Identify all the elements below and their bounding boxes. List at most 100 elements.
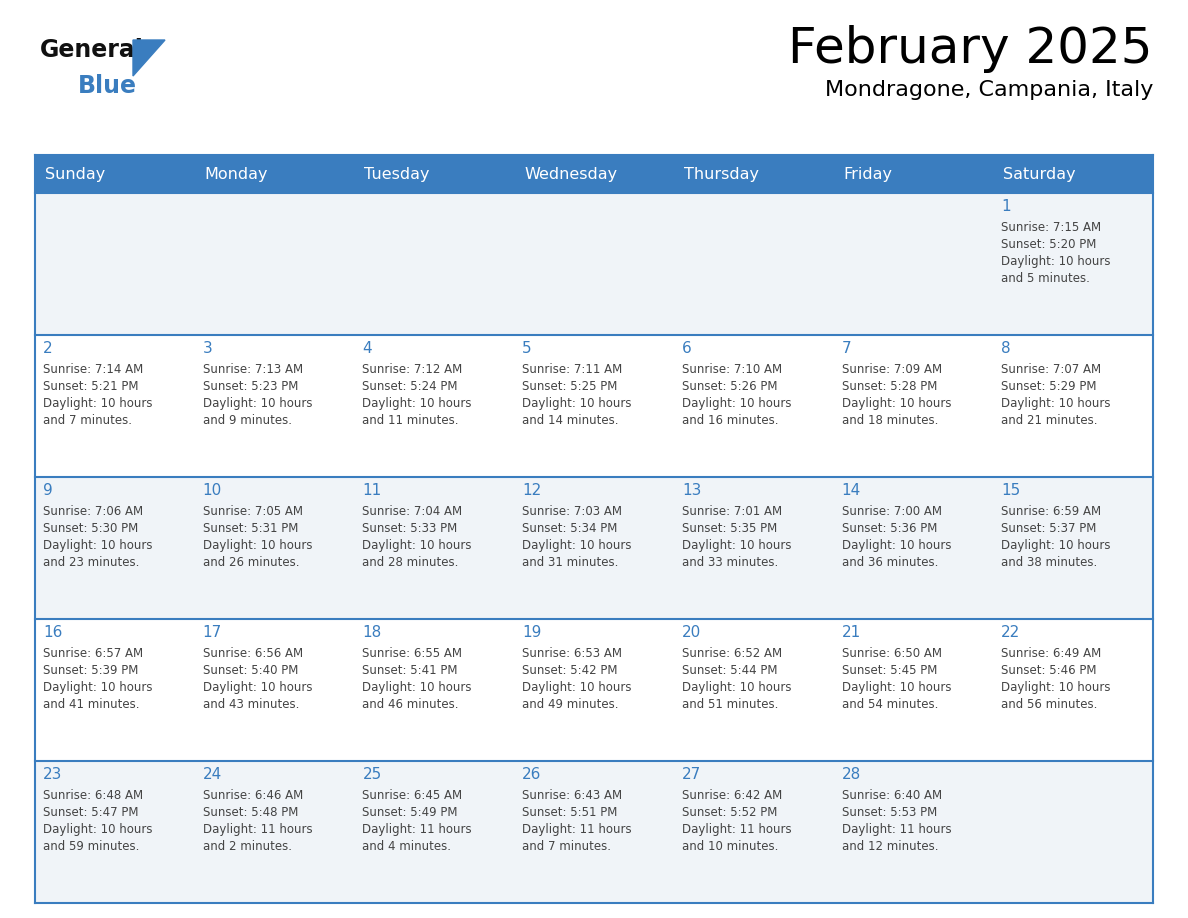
Text: Sunrise: 6:45 AM: Sunrise: 6:45 AM (362, 789, 462, 802)
Text: Daylight: 10 hours: Daylight: 10 hours (682, 397, 791, 410)
Bar (195, 335, 354, 477)
Text: and 23 minutes.: and 23 minutes. (43, 556, 139, 569)
Text: 18: 18 (362, 625, 381, 640)
Text: and 26 minutes.: and 26 minutes. (203, 556, 299, 569)
Text: Sunrise: 6:49 AM: Sunrise: 6:49 AM (1001, 647, 1101, 660)
Text: February 2025: February 2025 (789, 25, 1154, 73)
Bar (993, 619, 1154, 761)
Text: Sunrise: 7:06 AM: Sunrise: 7:06 AM (43, 505, 143, 518)
Text: Daylight: 10 hours: Daylight: 10 hours (362, 539, 472, 552)
Text: and 14 minutes.: and 14 minutes. (523, 414, 619, 427)
Text: Daylight: 10 hours: Daylight: 10 hours (1001, 539, 1111, 552)
Text: General: General (40, 38, 144, 62)
Bar (354, 477, 514, 619)
Text: 16: 16 (43, 625, 63, 640)
Text: Sunset: 5:29 PM: Sunset: 5:29 PM (1001, 380, 1097, 393)
Text: Sunrise: 7:13 AM: Sunrise: 7:13 AM (203, 363, 303, 376)
Bar (834, 477, 993, 619)
Text: Sunset: 5:41 PM: Sunset: 5:41 PM (362, 664, 457, 677)
Text: Sunset: 5:39 PM: Sunset: 5:39 PM (43, 664, 138, 677)
Text: Sunset: 5:51 PM: Sunset: 5:51 PM (523, 806, 618, 819)
Bar (674, 761, 834, 903)
Text: 24: 24 (203, 767, 222, 782)
Bar (195, 477, 354, 619)
Text: Daylight: 10 hours: Daylight: 10 hours (43, 539, 152, 552)
Text: Sunrise: 7:10 AM: Sunrise: 7:10 AM (682, 363, 782, 376)
Text: Sunset: 5:37 PM: Sunset: 5:37 PM (1001, 522, 1097, 535)
Bar (834, 619, 993, 761)
Text: 15: 15 (1001, 483, 1020, 498)
Text: Sunrise: 7:14 AM: Sunrise: 7:14 AM (43, 363, 144, 376)
Bar (34, 155, 1154, 193)
Bar (834, 761, 993, 903)
Text: Daylight: 10 hours: Daylight: 10 hours (1001, 397, 1111, 410)
Text: and 9 minutes.: and 9 minutes. (203, 414, 292, 427)
Text: Daylight: 11 hours: Daylight: 11 hours (841, 823, 952, 836)
Text: Wednesday: Wednesday (524, 166, 618, 182)
Text: Sunrise: 6:56 AM: Sunrise: 6:56 AM (203, 647, 303, 660)
Text: Daylight: 10 hours: Daylight: 10 hours (1001, 255, 1111, 268)
Text: Daylight: 10 hours: Daylight: 10 hours (43, 397, 152, 410)
Text: 6: 6 (682, 341, 691, 356)
Text: Sunrise: 6:40 AM: Sunrise: 6:40 AM (841, 789, 942, 802)
Text: Sunset: 5:47 PM: Sunset: 5:47 PM (43, 806, 139, 819)
Text: Blue: Blue (78, 74, 137, 98)
Text: and 21 minutes.: and 21 minutes. (1001, 414, 1098, 427)
Text: Saturday: Saturday (1004, 166, 1076, 182)
Text: Daylight: 10 hours: Daylight: 10 hours (682, 681, 791, 694)
Text: Sunset: 5:31 PM: Sunset: 5:31 PM (203, 522, 298, 535)
Text: Daylight: 10 hours: Daylight: 10 hours (43, 823, 152, 836)
Text: Sunrise: 7:03 AM: Sunrise: 7:03 AM (523, 505, 623, 518)
Text: Sunrise: 6:43 AM: Sunrise: 6:43 AM (523, 789, 623, 802)
Text: 20: 20 (682, 625, 701, 640)
Text: Sunset: 5:25 PM: Sunset: 5:25 PM (523, 380, 618, 393)
Text: 25: 25 (362, 767, 381, 782)
Text: Sunrise: 6:53 AM: Sunrise: 6:53 AM (523, 647, 623, 660)
Text: and 7 minutes.: and 7 minutes. (523, 840, 611, 853)
Text: Sunset: 5:53 PM: Sunset: 5:53 PM (841, 806, 937, 819)
Text: 28: 28 (841, 767, 861, 782)
Text: Daylight: 11 hours: Daylight: 11 hours (203, 823, 312, 836)
Text: Sunset: 5:34 PM: Sunset: 5:34 PM (523, 522, 618, 535)
Text: Sunrise: 7:05 AM: Sunrise: 7:05 AM (203, 505, 303, 518)
Text: Sunrise: 7:07 AM: Sunrise: 7:07 AM (1001, 363, 1101, 376)
Text: Sunset: 5:45 PM: Sunset: 5:45 PM (841, 664, 937, 677)
Text: Daylight: 10 hours: Daylight: 10 hours (523, 397, 632, 410)
Text: 10: 10 (203, 483, 222, 498)
Text: Sunset: 5:21 PM: Sunset: 5:21 PM (43, 380, 139, 393)
Text: Daylight: 10 hours: Daylight: 10 hours (841, 539, 952, 552)
Text: and 31 minutes.: and 31 minutes. (523, 556, 619, 569)
Text: Sunrise: 6:42 AM: Sunrise: 6:42 AM (682, 789, 782, 802)
Text: Sunset: 5:35 PM: Sunset: 5:35 PM (682, 522, 777, 535)
Text: Daylight: 10 hours: Daylight: 10 hours (523, 539, 632, 552)
Text: 22: 22 (1001, 625, 1020, 640)
Text: Sunset: 5:20 PM: Sunset: 5:20 PM (1001, 238, 1097, 251)
Text: and 54 minutes.: and 54 minutes. (841, 698, 939, 711)
Text: Sunset: 5:36 PM: Sunset: 5:36 PM (841, 522, 937, 535)
Bar (993, 761, 1154, 903)
Bar (195, 193, 354, 335)
Text: 12: 12 (523, 483, 542, 498)
Bar (34, 477, 195, 619)
Text: Sunset: 5:28 PM: Sunset: 5:28 PM (841, 380, 937, 393)
Bar (34, 761, 195, 903)
Bar (993, 477, 1154, 619)
Text: Daylight: 10 hours: Daylight: 10 hours (203, 397, 312, 410)
Text: Daylight: 10 hours: Daylight: 10 hours (1001, 681, 1111, 694)
Text: 26: 26 (523, 767, 542, 782)
Bar (993, 193, 1154, 335)
Text: Daylight: 10 hours: Daylight: 10 hours (203, 539, 312, 552)
Text: Daylight: 10 hours: Daylight: 10 hours (841, 681, 952, 694)
Text: Friday: Friday (843, 166, 892, 182)
Text: Daylight: 10 hours: Daylight: 10 hours (523, 681, 632, 694)
Text: and 2 minutes.: and 2 minutes. (203, 840, 292, 853)
Bar (514, 761, 674, 903)
Text: 13: 13 (682, 483, 701, 498)
Bar (354, 335, 514, 477)
Text: Daylight: 10 hours: Daylight: 10 hours (43, 681, 152, 694)
Text: Sunrise: 6:52 AM: Sunrise: 6:52 AM (682, 647, 782, 660)
Text: and 38 minutes.: and 38 minutes. (1001, 556, 1098, 569)
Text: and 5 minutes.: and 5 minutes. (1001, 272, 1091, 285)
Text: and 56 minutes.: and 56 minutes. (1001, 698, 1098, 711)
Text: Sunrise: 6:50 AM: Sunrise: 6:50 AM (841, 647, 942, 660)
